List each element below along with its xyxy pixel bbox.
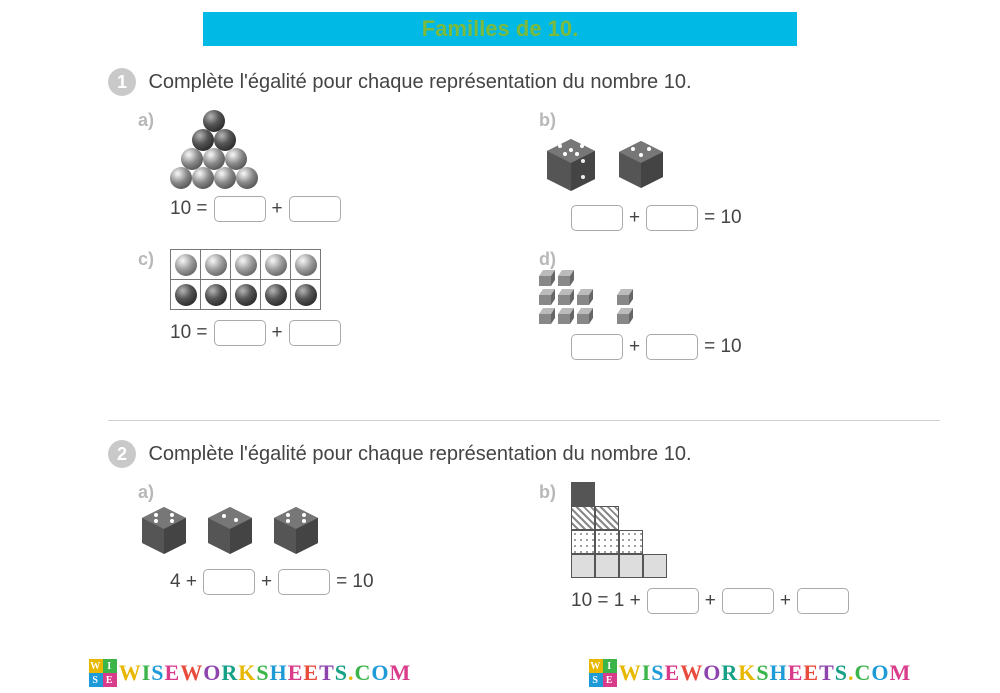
die-icon xyxy=(539,131,607,195)
watermark-logo: WISE xyxy=(589,659,617,687)
item-label: b) xyxy=(539,110,567,131)
cube-groups xyxy=(539,270,940,324)
item-label: a) xyxy=(138,110,166,131)
ten-frame xyxy=(170,249,321,310)
eq-text: + xyxy=(272,322,283,344)
answer-blank[interactable] xyxy=(646,334,698,360)
item-1b: b) + = 10 xyxy=(539,110,940,231)
answer-blank[interactable] xyxy=(203,569,255,595)
item-1c: c) 10 = + xyxy=(138,249,539,360)
item-2a: a) 4 + + = 10 xyxy=(138,482,539,614)
answer-blank[interactable] xyxy=(278,569,330,595)
item-label: d) xyxy=(539,249,567,270)
equation: 10 = 1 + + + xyxy=(571,588,940,614)
exercise-1: 1 Complète l'égalité pour chaque représe… xyxy=(108,68,940,378)
equation: + = 10 xyxy=(571,205,940,231)
eq-text: 10 = 1 + xyxy=(571,590,641,612)
cube-icon xyxy=(577,308,593,324)
cube-icon xyxy=(558,308,574,324)
cube-icon xyxy=(577,289,593,305)
answer-blank[interactable] xyxy=(647,588,699,614)
watermark-item: WISE WISEWORKSHEETS.COM xyxy=(89,659,412,687)
answer-blank[interactable] xyxy=(571,205,623,231)
cube-icon xyxy=(558,289,574,305)
eq-text: + xyxy=(629,336,640,358)
dice-pair xyxy=(539,131,940,195)
exercise-2: 2 Complète l'égalité pour chaque représe… xyxy=(108,440,940,632)
balls-pyramid xyxy=(170,110,258,186)
dice-three xyxy=(138,503,539,559)
answer-blank[interactable] xyxy=(214,320,266,346)
eq-text: 4 + xyxy=(170,571,197,593)
die-icon xyxy=(613,135,677,195)
cube-icon xyxy=(617,308,633,324)
exercise-number: 2 xyxy=(108,440,136,468)
answer-blank[interactable] xyxy=(289,196,341,222)
item-label: b) xyxy=(539,482,567,503)
eq-text: = 10 xyxy=(336,571,374,593)
eq-text: + xyxy=(705,590,716,612)
eq-text: 10 = xyxy=(170,198,208,220)
eq-text: + xyxy=(780,590,791,612)
item-1d: d) + = 10 xyxy=(539,249,940,360)
exercise-1-grid: a) 10 = + b) xyxy=(138,110,940,378)
exercise-2-grid: a) 4 + + = 10 b) xyxy=(138,482,940,632)
cube-icon xyxy=(539,308,555,324)
item-label: c) xyxy=(138,249,166,270)
watermark-text: WISEWORKSHEETS.COM xyxy=(119,660,412,686)
title-bar: Familles de 10. xyxy=(203,12,797,46)
item-1a: a) 10 = + xyxy=(138,110,539,231)
exercise-number: 1 xyxy=(108,68,136,96)
answer-blank[interactable] xyxy=(214,196,266,222)
watermark-item: WISE WISEWORKSHEETS.COM xyxy=(589,659,912,687)
eq-text: + xyxy=(261,571,272,593)
eq-text: = 10 xyxy=(704,207,742,229)
cube-icon xyxy=(617,289,633,305)
equation: 4 + + = 10 xyxy=(170,569,539,595)
equation: 10 = + xyxy=(170,196,539,222)
staircase xyxy=(571,482,667,578)
title-text: Familles de 10. xyxy=(422,16,579,42)
section-divider xyxy=(108,420,940,421)
eq-text: 10 = xyxy=(170,322,208,344)
exercise-prompt: Complète l'égalité pour chaque représent… xyxy=(148,71,691,94)
cube-icon xyxy=(539,270,555,286)
eq-text: + xyxy=(272,198,283,220)
die-icon xyxy=(138,503,198,559)
answer-blank[interactable] xyxy=(646,205,698,231)
answer-blank[interactable] xyxy=(797,588,849,614)
die-icon xyxy=(204,503,264,559)
answer-blank[interactable] xyxy=(289,320,341,346)
watermark-logo: WISE xyxy=(89,659,117,687)
die-icon xyxy=(270,503,330,559)
item-2b: b) 10 = 1 + + + xyxy=(539,482,940,614)
cube-icon xyxy=(539,289,555,305)
answer-blank[interactable] xyxy=(722,588,774,614)
eq-text: + xyxy=(629,207,640,229)
item-label: a) xyxy=(138,482,166,503)
watermark-text: WISEWORKSHEETS.COM xyxy=(619,660,912,686)
answer-blank[interactable] xyxy=(571,334,623,360)
equation: + = 10 xyxy=(571,334,940,360)
equation: 10 = + xyxy=(170,320,539,346)
watermark: WISE WISEWORKSHEETS.COM WISE WISEWORKSHE… xyxy=(0,659,1000,687)
eq-text: = 10 xyxy=(704,336,742,358)
exercise-prompt: Complète l'égalité pour chaque représent… xyxy=(148,443,691,466)
cube-icon xyxy=(558,270,574,286)
